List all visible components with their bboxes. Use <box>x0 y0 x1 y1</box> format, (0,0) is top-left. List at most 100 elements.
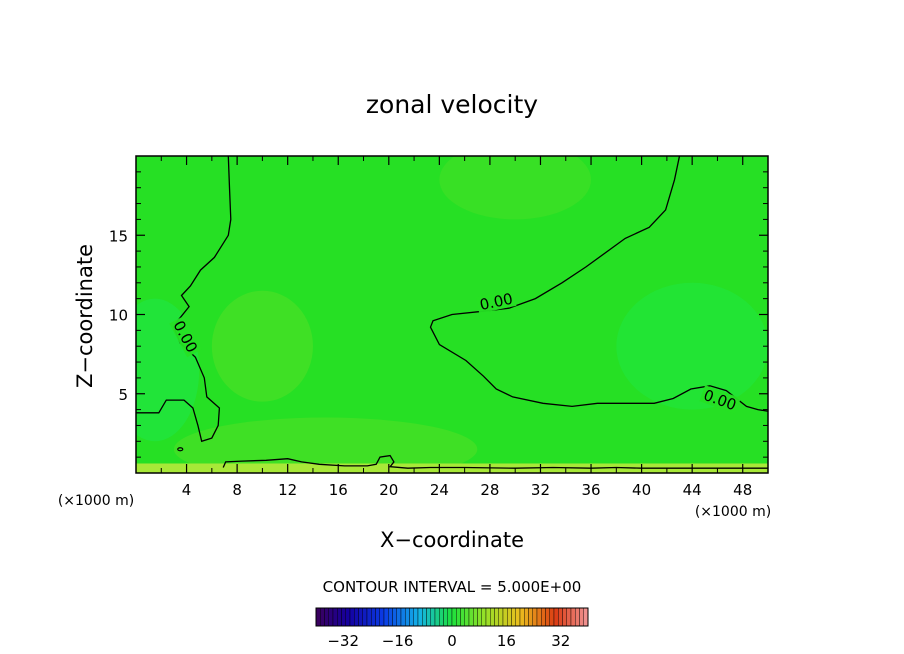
colorbar-cell <box>409 607 414 627</box>
colorbar-cell <box>541 607 546 627</box>
colorbar-cell <box>524 607 529 627</box>
chart-title: zonal velocity <box>366 90 538 119</box>
y-tick-label: 5 <box>118 386 128 404</box>
colorbar-cell <box>417 607 423 627</box>
colorbar-cell <box>507 607 512 627</box>
x-tick-label: 16 <box>329 481 348 499</box>
velocity-field <box>136 156 768 473</box>
x-tick-label: 28 <box>480 481 499 499</box>
colorbar-tick-labels: −32 −16 0 16 32 <box>327 632 570 650</box>
contour-line-zero-1 <box>136 156 232 443</box>
x-tick-labels: 4 8 12 16 20 24 28 32 36 40 44 48 <box>182 481 752 499</box>
contour-interval-text: CONTOUR INTERVAL = 5.000E+00 <box>323 578 582 596</box>
colorbar-cell <box>456 607 461 627</box>
colorbar-cell <box>392 607 397 627</box>
colorbar-cell <box>375 607 380 627</box>
colorbar-cell <box>468 607 474 627</box>
colorbar-cell <box>345 607 351 627</box>
negative-region-east <box>616 282 768 410</box>
colorbar-cell <box>396 607 402 627</box>
colorbar-cell <box>358 607 363 627</box>
colorbar-cell <box>328 607 334 627</box>
colorbar-cell <box>485 607 491 627</box>
x-tick-label: 4 <box>182 481 192 499</box>
positive-region-low <box>173 417 478 473</box>
x-tick-label: 24 <box>430 481 449 499</box>
colorbar-cell <box>570 607 576 627</box>
colorbar-cell <box>324 607 329 627</box>
colorbar-cell <box>536 607 542 627</box>
colorbar-cell <box>379 607 385 627</box>
contour-line-zero-3 <box>222 454 768 469</box>
colorbar-cell <box>464 607 470 627</box>
x-axis-label: X−coordinate <box>380 528 524 552</box>
colorbar-cell <box>400 607 406 627</box>
colorbar-cell <box>413 607 419 627</box>
colorbar-tick-label: −16 <box>382 632 414 650</box>
colorbar-frame <box>315 607 589 627</box>
x-tick-label: 48 <box>733 481 752 499</box>
colorbar-cell <box>498 607 504 627</box>
x-tick-label: 12 <box>278 481 297 499</box>
colorbar-tick-label: 32 <box>551 632 570 650</box>
colorbar-cell <box>519 607 525 627</box>
colorbar-tick-label: 16 <box>497 632 516 650</box>
x-axis-unit: (×1000 m) <box>695 504 771 520</box>
colorbar <box>315 607 589 627</box>
positive-region-top <box>439 156 592 220</box>
colorbar-cell <box>532 607 538 627</box>
colorbar-cell <box>515 607 521 627</box>
x-tick-label: 32 <box>531 481 550 499</box>
colorbar-cell <box>451 607 457 627</box>
colorbar-cell <box>490 607 495 627</box>
colorbar-cell <box>562 607 567 627</box>
surface-layer <box>136 463 768 473</box>
x-tick-label: 8 <box>232 481 242 499</box>
colorbar-cell <box>553 607 559 627</box>
colorbar-cell <box>579 607 584 627</box>
y-tick-labels: 5 10 15 <box>109 227 128 404</box>
axis-ticks <box>136 156 768 473</box>
colorbar-cell <box>583 607 589 627</box>
colorbar-cell <box>434 607 440 627</box>
colorbar-cell <box>566 607 572 627</box>
colorbar-cell <box>545 607 550 627</box>
colorbar-cell <box>383 607 389 627</box>
y-tick-label: 10 <box>109 307 128 325</box>
colorbar-cell <box>511 607 516 627</box>
colorbar-cell <box>337 607 342 627</box>
colorbar-cell <box>443 607 448 627</box>
y-axis-unit: (×1000 m) <box>58 493 134 509</box>
colorbar-cell <box>549 607 555 627</box>
x-tick-label: 40 <box>632 481 651 499</box>
colorbar-cell <box>388 607 393 627</box>
colorbar-cell <box>481 607 487 627</box>
colorbar-cell <box>405 607 410 627</box>
y-axis-label: Z−coordinate <box>73 244 97 388</box>
x-tick-label: 20 <box>379 481 398 499</box>
colorbar-cell <box>341 607 346 627</box>
x-tick-label: 44 <box>683 481 702 499</box>
x-tick-label: 36 <box>581 481 600 499</box>
colorbar-cell <box>502 607 508 627</box>
colorbar-cell <box>494 607 499 627</box>
zero-contours <box>136 156 768 469</box>
colorbar-cell <box>315 607 321 627</box>
colorbar-cell <box>430 607 436 627</box>
colorbar-cell <box>354 607 359 627</box>
positive-region-center <box>211 290 313 402</box>
colorbar-cell <box>426 607 431 627</box>
colorbar-cell <box>558 607 563 627</box>
colorbar-cell <box>371 607 376 627</box>
colorbar-cell <box>422 607 427 627</box>
colorbar-cell <box>575 607 580 627</box>
colorbar-tick-label: −32 <box>327 632 359 650</box>
contour-line-zero-2 <box>429 156 768 412</box>
colorbar-cell <box>473 607 478 627</box>
colorbar-cell <box>362 607 368 627</box>
contour-line-zero-small <box>177 447 184 452</box>
colorbar-cell <box>528 607 533 627</box>
y-tick-label: 15 <box>109 227 128 245</box>
colorbar-cell <box>320 607 325 627</box>
